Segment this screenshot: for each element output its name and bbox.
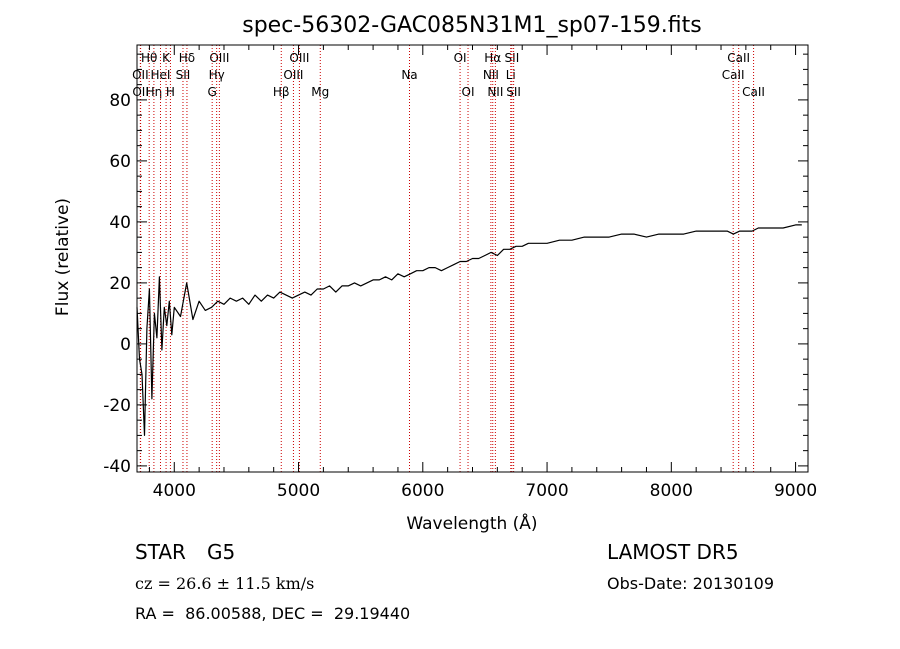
line-marker-label: OIII (209, 51, 229, 65)
redshift-text: cz = 26.6 ± 11.5 km/s (135, 574, 315, 593)
object-subclass: G5 (207, 540, 236, 564)
x-tick-label: 8000 (650, 481, 693, 501)
x-tick-label: 6000 (401, 481, 444, 501)
line-marker-label: H (166, 85, 175, 99)
line-marker-label: Na (401, 68, 417, 82)
line-marker-label: Hδ (179, 51, 195, 65)
axes: 4000 5000 6000 7000 8000 9000 -40 -20 0 20 40 60 80 (103, 44, 817, 501)
x-tick-label: 7000 (525, 481, 568, 501)
line-marker-label: OI (462, 85, 475, 99)
obs-date: Obs-Date: 20130109 (607, 574, 775, 593)
x-axis-label: Wavelength (Å) (406, 512, 537, 534)
line-marker-label: CaII (727, 51, 750, 65)
line-marker-label: G (208, 85, 217, 99)
y-tick-label: 80 (109, 91, 131, 111)
x-tick-label: 9000 (774, 481, 817, 501)
line-marker-label: HeI (151, 68, 171, 82)
line-marker-label: NII (483, 68, 499, 82)
line-marker-label: CaII (722, 68, 745, 82)
line-marker-label: OII (132, 85, 149, 99)
line-marker-label: OIII (283, 68, 303, 82)
y-tick-label: 0 (120, 335, 131, 355)
spectrum-series (136, 224, 802, 436)
line-marker-label: K (162, 51, 171, 65)
object-class: STAR (135, 540, 186, 564)
y-tick-label: -20 (103, 396, 131, 416)
survey-label: LAMOST DR5 (607, 540, 739, 564)
line-marker-label: SII (505, 51, 520, 65)
line-marker-label: Hθ (141, 51, 157, 65)
line-marker-label: Hβ (273, 85, 290, 99)
y-tick-label: 20 (109, 274, 131, 294)
line-marker-label: OIII (289, 51, 309, 65)
line-marker-label: CaII (742, 85, 765, 99)
line-marker-label: SII (506, 85, 521, 99)
y-tick-label: 60 (109, 152, 131, 172)
line-marker-label: Hγ (209, 68, 225, 82)
line-marker-label: Mg (311, 85, 329, 99)
line-marker-label: SII (176, 68, 191, 82)
line-marker-label: NII (487, 85, 503, 99)
y-tick-label: -40 (103, 457, 131, 477)
coordinates: RA = 86.00588, DEC = 29.19440 (135, 604, 411, 623)
y-axis-label: Flux (relative) (53, 198, 73, 316)
line-marker-label: Li (506, 68, 516, 82)
chart-title: spec-56302-GAC085N31M1_sp07-159.fits (242, 13, 702, 38)
line-marker-label: OI (454, 51, 467, 65)
x-tick-label: 5000 (277, 481, 320, 501)
x-tick-label: 4000 (153, 481, 196, 501)
line-marker-label: Hα (484, 51, 501, 65)
line-marker-label: Hη (146, 85, 163, 99)
y-tick-label: 40 (109, 213, 131, 233)
spectrum-line (136, 224, 802, 436)
